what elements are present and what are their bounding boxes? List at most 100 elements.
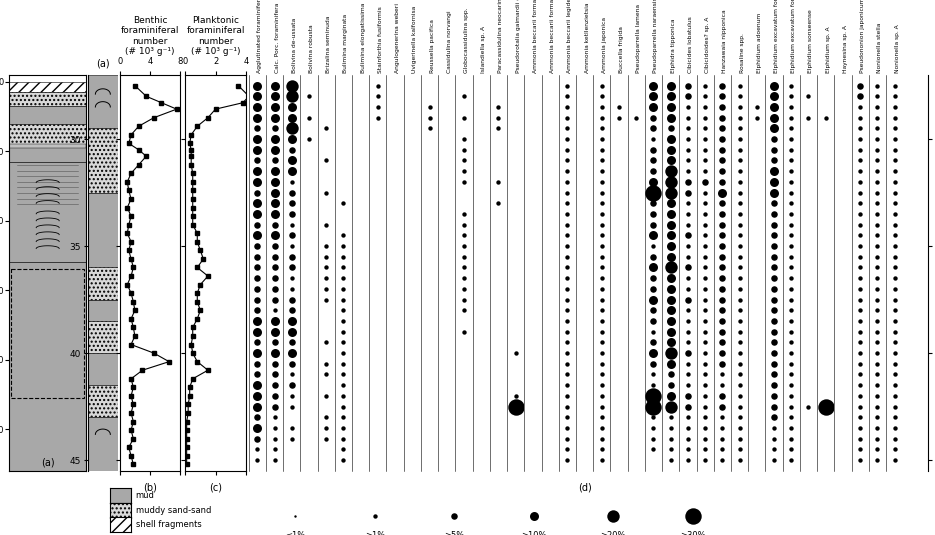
Point	[284, 285, 299, 293]
Text: Globocassidulina spp.: Globocassidulina spp.	[464, 7, 469, 73]
Point	[681, 402, 696, 411]
Point	[336, 424, 351, 432]
Point	[887, 274, 902, 282]
Point	[560, 178, 575, 186]
Point	[267, 317, 282, 325]
Point	[560, 349, 575, 357]
Point	[646, 103, 661, 111]
Point	[267, 338, 282, 347]
Point	[595, 220, 610, 229]
Point	[595, 135, 610, 143]
Point	[284, 349, 299, 357]
Point	[767, 349, 782, 357]
Point	[284, 178, 299, 186]
Point	[870, 370, 885, 379]
Point	[663, 424, 678, 432]
Text: Nonionella sp. A: Nonionella sp. A	[895, 24, 899, 73]
Point	[887, 306, 902, 315]
Point	[595, 306, 610, 315]
Point	[250, 445, 265, 454]
Point	[715, 338, 730, 347]
Point	[319, 285, 334, 293]
Point	[267, 360, 282, 368]
Point	[767, 306, 782, 315]
Point	[646, 188, 661, 197]
Point	[250, 413, 265, 422]
Point	[784, 402, 798, 411]
Point	[870, 424, 885, 432]
Point	[250, 424, 265, 432]
Point	[422, 113, 437, 122]
Point	[698, 167, 712, 175]
Point	[698, 146, 712, 154]
Point	[853, 285, 868, 293]
Point	[732, 242, 747, 250]
Point	[595, 456, 610, 464]
Point	[663, 253, 678, 261]
Point	[646, 124, 661, 133]
Point	[663, 413, 678, 422]
Point	[715, 381, 730, 389]
Point	[595, 156, 610, 165]
Point	[784, 317, 798, 325]
Point	[422, 124, 437, 133]
Point	[560, 81, 575, 90]
Point	[767, 381, 782, 389]
Point	[595, 434, 610, 443]
Point	[732, 338, 747, 347]
Point	[595, 81, 610, 90]
Point	[749, 113, 764, 122]
Point	[250, 327, 265, 336]
Point	[767, 360, 782, 368]
Point	[250, 338, 265, 347]
Point	[870, 360, 885, 368]
Point	[560, 327, 575, 336]
Point	[595, 413, 610, 422]
Bar	[9, 162, 86, 263]
Point	[646, 327, 661, 336]
Point	[784, 327, 798, 336]
Point	[595, 285, 610, 293]
Point	[319, 370, 334, 379]
Point	[681, 360, 696, 368]
Point	[560, 103, 575, 111]
Point	[681, 349, 696, 357]
Point	[250, 349, 265, 357]
Text: Bolivina de-ussata: Bolivina de-ussata	[292, 18, 296, 73]
Point	[456, 253, 471, 261]
Text: mud: mud	[136, 491, 154, 500]
Point	[887, 178, 902, 186]
Point	[560, 445, 575, 454]
Point	[595, 146, 610, 154]
Point	[250, 124, 265, 133]
Text: Elphidium excavatum forma excavata: Elphidium excavatum forma excavata	[774, 0, 779, 73]
Point	[336, 381, 351, 389]
Point	[284, 124, 299, 133]
Point	[319, 263, 334, 272]
Point	[732, 392, 747, 400]
Point	[715, 285, 730, 293]
Point	[732, 306, 747, 315]
Point	[370, 103, 385, 111]
Point	[681, 445, 696, 454]
Point	[681, 135, 696, 143]
Point	[870, 295, 885, 304]
Point	[732, 135, 747, 143]
Text: Hanzawaia nipponica: Hanzawaia nipponica	[723, 9, 727, 73]
Point	[715, 167, 730, 175]
Point	[698, 445, 712, 454]
Point	[663, 167, 678, 175]
Point	[715, 295, 730, 304]
Point	[732, 274, 747, 282]
Point	[870, 92, 885, 101]
Point	[456, 92, 471, 101]
Point	[267, 402, 282, 411]
Point	[887, 381, 902, 389]
Point	[887, 424, 902, 432]
Point	[784, 285, 798, 293]
Text: Islandiella sp. A: Islandiella sp. A	[482, 26, 486, 73]
Point	[595, 424, 610, 432]
Point	[595, 113, 610, 122]
Point	[870, 381, 885, 389]
Point	[853, 392, 868, 400]
